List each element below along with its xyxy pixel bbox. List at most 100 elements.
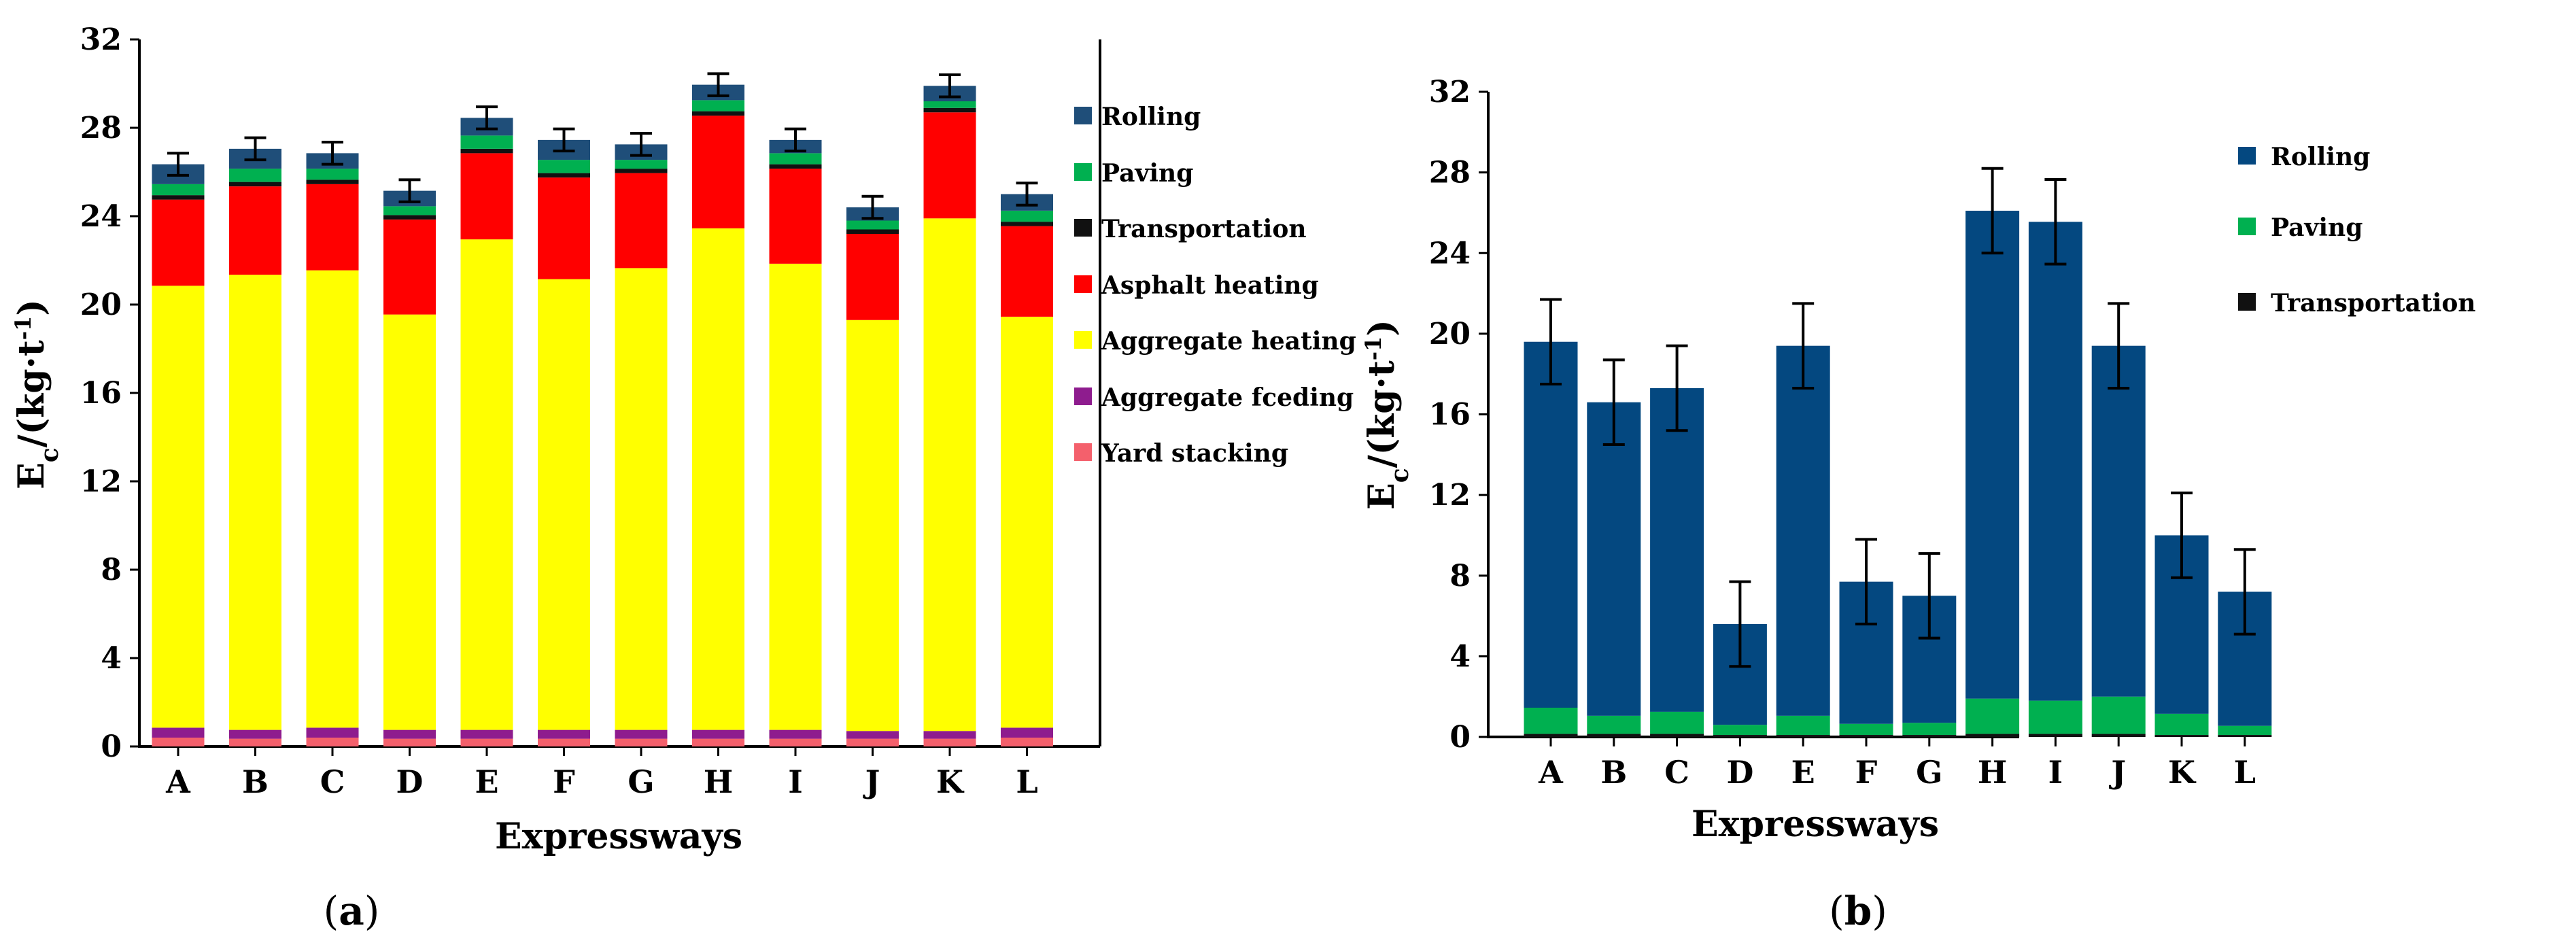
y-tick-label: 28: [1429, 156, 1471, 190]
bar-A-transportation: [1524, 734, 1578, 737]
bar-C-aggregate-heating: [306, 270, 359, 728]
x-axis-title: Expressways: [1691, 804, 1939, 845]
legend-swatch: [1074, 163, 1092, 181]
error-bar-J: [2108, 302, 2130, 390]
bar-I-transportation: [769, 164, 822, 169]
x-tick-label-D: D: [396, 763, 424, 800]
bar-K-transportation: [923, 107, 976, 113]
bar-F-asphalt-heating: [538, 177, 590, 279]
bar-J-transportation: [2091, 734, 2146, 737]
bar-D-aggregate-heating: [383, 314, 436, 730]
error-bar-I: [2044, 178, 2067, 266]
bar-L-yard-stacking: [1001, 738, 1053, 746]
error-bar-H: [707, 72, 729, 97]
x-tick-label-I: I: [2048, 754, 2063, 791]
bar-A-aggregate-fceding: [152, 727, 205, 738]
error-bar-F: [553, 127, 575, 153]
legend-label: Transportation: [2271, 289, 2476, 317]
bar-J-paving: [846, 220, 899, 230]
bar-L-paving: [2218, 725, 2272, 736]
bar-A-transportation: [152, 195, 205, 200]
error-bar-E: [476, 105, 498, 131]
bar-J-asphalt-heating: [846, 234, 899, 320]
x-tick-label-A: A: [165, 763, 191, 800]
error-bar-A: [1540, 298, 1562, 386]
legend-item-rolling: Rolling: [2238, 143, 2370, 171]
bar-B-paving: [1587, 715, 1641, 734]
bar-C-paving: [306, 169, 359, 180]
legend-swatch: [1074, 107, 1092, 124]
bar-L-asphalt-heating: [1001, 226, 1053, 317]
error-bar-E: [1792, 302, 1815, 390]
bar-G-paving: [615, 160, 668, 169]
bar-J-rolling: [2091, 345, 2146, 697]
legend-label: Asphalt heating: [1101, 271, 1319, 300]
bar-K-asphalt-heating: [923, 112, 976, 219]
bar-C-transportation: [306, 179, 359, 184]
bar-B-rolling: [1587, 402, 1641, 716]
legend-swatch: [1074, 219, 1092, 237]
x-tick-label-L: L: [2234, 754, 2256, 791]
bar-E-aggregate-fceding: [460, 729, 513, 739]
bar-F-yard-stacking: [538, 738, 590, 746]
y-tick-label: 24: [1429, 236, 1471, 271]
error-bar-B: [244, 136, 267, 162]
error-bar-I: [785, 127, 806, 153]
legend-item-transportation: Transportation: [1074, 215, 1307, 243]
error-bar-K: [2171, 492, 2193, 579]
bar-K-aggregate-heating: [923, 218, 976, 731]
error-bar-G: [1918, 552, 1940, 640]
bar-E-aggregate-heating: [460, 239, 513, 730]
bar-L-transportation: [1001, 222, 1053, 226]
legend-label: Transportation: [1101, 215, 1307, 243]
legend-label: Yard stacking: [1101, 439, 1288, 468]
bar-B-paving: [229, 169, 281, 182]
error-bar-H: [1981, 167, 2004, 255]
bar-L-transportation: [2218, 735, 2272, 737]
bar-H-transportation: [1965, 734, 2020, 737]
y-tick-label: 12: [1429, 478, 1471, 513]
bar-D-yard-stacking: [383, 738, 436, 746]
bar-J-paving: [2091, 696, 2146, 734]
bar-C-transportation: [1650, 734, 1704, 737]
legend-swatch: [2238, 218, 2256, 235]
legend-label: Aggregate fceding: [1101, 383, 1354, 412]
y-tick-label: 0: [1449, 720, 1471, 755]
bar-F-aggregate-fceding: [538, 729, 590, 739]
y-tick-label: 16: [80, 376, 122, 411]
y-tick-label: 4: [1449, 639, 1471, 674]
bar-H-transportation: [692, 111, 744, 116]
bar-G-paving: [1902, 723, 1957, 736]
x-tick-label-C: C: [1664, 754, 1689, 791]
x-tick-label-C: C: [320, 763, 345, 800]
bar-L-aggregate-heating: [1001, 316, 1053, 728]
bar-G-transportation: [1902, 735, 1957, 737]
bar-J-aggregate-fceding: [846, 731, 899, 739]
x-axis-title: Expressways: [495, 816, 742, 857]
bar-B-yard-stacking: [229, 738, 281, 746]
bar-C-yard-stacking: [306, 738, 359, 746]
y-tick-label: 24: [80, 199, 122, 234]
legend-label: Paving: [1101, 159, 1193, 188]
bar-K-paving: [923, 101, 976, 108]
bar-L-paving: [1001, 210, 1053, 222]
x-tick-label-I: I: [788, 763, 803, 800]
legend-swatch: [1074, 388, 1092, 405]
bar-B-transportation: [229, 182, 281, 187]
bar-D-transportation: [1713, 735, 1767, 737]
legend-swatch: [2238, 147, 2256, 165]
legend-item-yard-stacking: Yard stacking: [1074, 439, 1288, 468]
error-bar-L: [2233, 548, 2256, 636]
y-tick-label: 8: [1449, 559, 1471, 593]
bar-G-aggregate-fceding: [615, 729, 668, 739]
bar-I-aggregate-heating: [769, 263, 822, 730]
bar-I-paving: [769, 153, 822, 165]
bar-A-paving: [152, 184, 205, 196]
bar-F-transportation: [1839, 735, 1893, 737]
x-tick-label-E: E: [1791, 754, 1815, 791]
legend-swatch: [1074, 443, 1092, 461]
bar-K-paving: [2154, 713, 2209, 736]
x-tick-label-A: A: [1538, 754, 1564, 791]
legend-item-aggregate-heating: Aggregate heating: [1074, 327, 1356, 356]
